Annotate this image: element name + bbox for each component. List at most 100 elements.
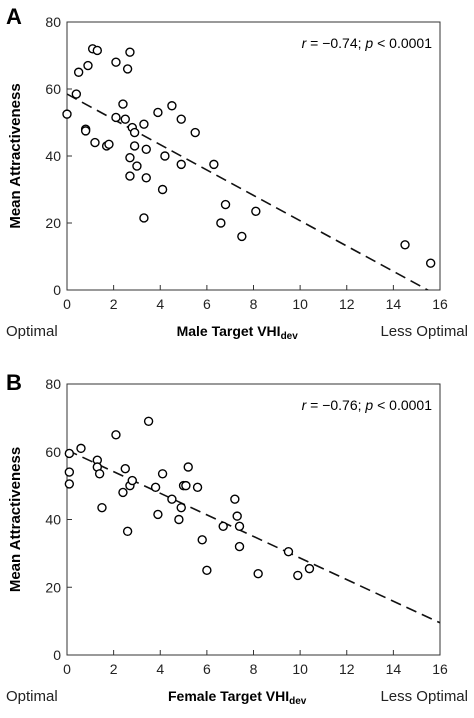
x-axis-label-subscript: dev [281, 331, 299, 342]
x-label-optimal: Optimal [6, 688, 58, 705]
data-point [176, 159, 186, 170]
annotation-r: r [302, 397, 308, 413]
panel-letter-b: B [6, 370, 22, 395]
data-point [202, 565, 212, 576]
stats-annotation: r = −0.74; p < 0.0001 [302, 35, 433, 51]
x-tick-label: 8 [250, 661, 258, 677]
x-axis-label: Male Target VHIdev [177, 323, 299, 342]
x-tick-label: 12 [339, 296, 355, 312]
data-point [94, 469, 105, 479]
data-point [92, 45, 103, 56]
data-point [234, 521, 245, 531]
data-point [167, 494, 177, 504]
y-tick-label: 60 [45, 81, 61, 97]
x-axis-label-subscript: dev [289, 696, 307, 707]
data-point [234, 541, 245, 552]
data-point [400, 240, 410, 250]
y-tick-label: 0 [53, 647, 61, 663]
x-tick-label: 16 [432, 296, 448, 312]
data-point [111, 112, 121, 123]
data-point [232, 511, 242, 521]
x-tick-label: 4 [156, 296, 164, 312]
data-point [120, 114, 130, 124]
y-tick-label: 20 [45, 579, 61, 595]
data-point [209, 159, 219, 170]
y-tick-label: 0 [53, 282, 61, 298]
x-tick-label: 16 [432, 661, 448, 677]
data-point [111, 57, 121, 67]
data-point [283, 546, 294, 557]
data-point [76, 443, 86, 454]
data-point [139, 119, 149, 129]
y-axis-label: Mean Attractiveness [7, 83, 24, 228]
x-tick-label: 10 [292, 661, 308, 677]
scatter-chart-b: 0 20 40 60 80 0 2 4 6 8 10 12 14 16 Mean Attractivenes… [6, 376, 468, 707]
data-point [62, 109, 72, 119]
data-point [237, 231, 247, 242]
data-point [83, 60, 93, 71]
x-tick-label: 0 [63, 661, 71, 677]
data-point [90, 137, 100, 148]
x-tick-label: 14 [386, 296, 402, 312]
plot-frame [66, 383, 441, 656]
x-tick-label: 6 [203, 296, 211, 312]
data-point [220, 199, 231, 210]
data-point [129, 127, 140, 138]
x-axis-label: Female Target VHIdev [168, 688, 307, 707]
data-point [73, 67, 84, 77]
plot-frame [66, 21, 441, 291]
data-point [190, 127, 200, 138]
data-point [118, 487, 128, 498]
panel-letter-a: A [6, 4, 22, 29]
data-point [174, 514, 184, 525]
data-point [425, 258, 436, 268]
data-point [129, 141, 140, 151]
scatter-chart-a: 0 20 40 60 80 0 2 4 6 8 10 12 14 16 Mean Attractivenes… [6, 14, 468, 342]
annotation-p: p [364, 35, 373, 51]
data-point [176, 502, 186, 513]
data-point [230, 494, 240, 504]
annotation-p-value: < 0.0001 [373, 35, 432, 51]
data-point [118, 99, 128, 109]
data-point [157, 469, 168, 479]
data-point [153, 107, 163, 118]
x-tick-label: 14 [386, 661, 402, 677]
x-tick-label: 2 [110, 296, 118, 312]
x-tick-label: 8 [250, 296, 258, 312]
data-point [80, 126, 91, 136]
panel-b: B 0 20 40 60 80 0 2 4 6 8 10 12 14 16 Mean Attractiven… [0, 362, 474, 718]
data-point [64, 448, 75, 459]
x-tick-label: 2 [110, 661, 118, 677]
data-point [122, 64, 133, 74]
stats-annotation: r = −0.76; p < 0.0001 [302, 397, 433, 413]
data-point [218, 521, 228, 531]
x-tick-label: 0 [63, 296, 71, 312]
x-label-less-optimal: Less Optimal [380, 323, 468, 340]
data-point [139, 213, 149, 223]
data-point [120, 463, 130, 474]
data-point [304, 563, 315, 574]
y-tick-label: 80 [45, 376, 61, 392]
data-point [153, 509, 163, 520]
x-tick-label: 12 [339, 661, 355, 677]
data-point [127, 475, 137, 486]
data-point [192, 482, 203, 493]
data-point [143, 416, 154, 426]
data-point [253, 568, 263, 579]
data-point [251, 206, 261, 216]
data-point [125, 152, 135, 163]
data-point [167, 101, 177, 111]
data-point [157, 184, 168, 195]
x-tick-label: 6 [203, 661, 211, 677]
data-point [125, 47, 135, 57]
x-label-optimal: Optimal [6, 323, 58, 340]
data-point [132, 161, 142, 171]
trend-line [67, 449, 440, 624]
panel-a: A 0 20 40 60 80 0 2 4 6 8 10 12 14 16 Mean Attractiven… [6, 4, 468, 342]
data-point [71, 89, 82, 99]
data-point [160, 151, 170, 161]
data-point [97, 502, 107, 513]
y-tick-label: 40 [45, 512, 61, 528]
annotation-p-value: < 0.0001 [373, 397, 432, 413]
y-tick-label: 60 [45, 444, 61, 460]
